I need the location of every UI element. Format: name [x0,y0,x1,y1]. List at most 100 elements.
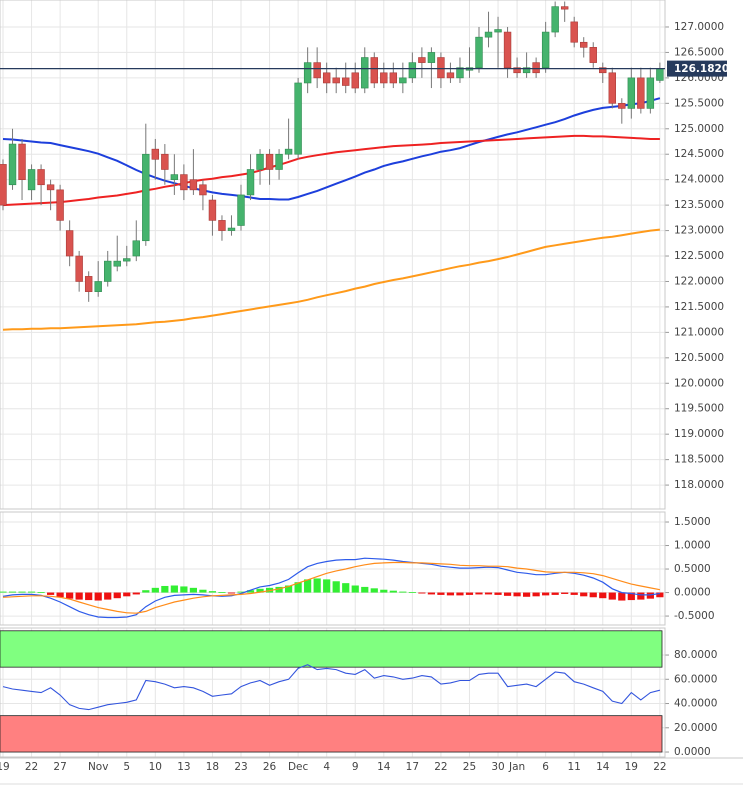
candle-body [618,103,626,109]
histogram-bar [408,592,416,593]
histogram-bar [437,592,445,595]
x-tick-label: 10 [149,761,162,773]
histogram-bar [361,586,369,593]
histogram-bar [561,592,569,594]
histogram-bar [342,583,350,593]
y-tick-label: 126.5000 [674,46,724,58]
y-tick-label: 122.0000 [674,275,724,287]
y-tick-label: 125.0000 [674,123,724,135]
histogram-bar [370,588,378,593]
histogram-bar [18,591,26,593]
candle-body [494,29,502,33]
candle-body [484,31,493,38]
candle-body [237,194,245,226]
y-tick-label: 125.5000 [674,97,724,109]
macd-line [2,557,660,619]
histogram-bar [142,590,150,593]
x-tick-label: 11 [568,761,581,773]
histogram-bar [627,592,635,601]
y-tick-label: 0.0000 [674,587,711,599]
histogram-bar [85,592,93,601]
candle-body [132,240,140,257]
last-price-label: 126.1820 [674,63,729,75]
histogram-bar [494,592,502,595]
x-tick-label: 14 [596,761,610,773]
y-tick-label: 20.0000 [674,722,717,734]
x-tick-label: 22 [434,761,447,773]
histogram-bar [313,578,321,593]
histogram-bar [580,592,588,597]
histogram-bar [27,591,36,593]
candle-body [380,72,388,84]
y-tick-label: 118.5000 [674,454,724,466]
candle-body [570,21,578,43]
candle-body [27,169,36,191]
histogram-bar [8,591,17,593]
histogram-bar [513,592,521,597]
histogram-bar [570,592,578,595]
histogram-bar [180,586,188,593]
candle-body [265,153,274,170]
y-tick-label: 123.5000 [674,199,724,211]
rsi-band [0,630,663,668]
histogram-bar [132,592,140,595]
plot-area [0,630,663,753]
histogram-bar [199,589,207,593]
candle-body [599,67,607,74]
histogram-bar [323,579,331,593]
y-tick-label: 0.5000 [674,563,711,575]
y-tick-label: 120.5000 [674,352,724,364]
candle-body [170,174,179,180]
candle-body [418,57,426,63]
candle-body [456,67,464,79]
y-tick-label: 119.5000 [674,403,724,415]
candle-body [94,281,102,292]
histogram-bar [256,588,264,593]
y-tick-label: 40.0000 [674,698,717,710]
candle-body [322,72,331,84]
candle-body [8,143,17,186]
candle-body [475,36,483,68]
histogram-bar [123,592,131,597]
candle-body [75,255,83,282]
candle-body [399,77,407,84]
y-tick-label: 121.0000 [674,326,724,338]
moving-average-line [2,228,661,331]
candle-body [370,57,378,84]
candle-body [65,230,74,257]
x-tick-label: Dec [288,761,309,773]
y-tick-label: 121.5000 [674,301,724,313]
rsi-band [0,715,663,753]
histogram-bar [294,582,302,593]
x-tick-label: 27 [53,761,66,773]
histogram-bar [66,592,74,599]
histogram-bar [104,592,112,600]
histogram-bar [351,585,359,593]
candle-body [84,276,93,292]
candle-body [513,67,521,74]
y-tick-label: 80.0000 [674,649,717,661]
x-tick-label: 25 [463,761,476,773]
x-tick-label: Nov [88,761,109,773]
x-tick-label: 18 [206,761,219,773]
histogram-bar [418,592,426,594]
y-tick-label: 118.0000 [674,479,724,491]
histogram-bar [599,592,607,599]
candle-body [532,62,540,74]
x-tick-label: 17 [406,761,419,773]
y-tick-label: 0.0000 [674,746,711,758]
candle-body [218,220,226,231]
candle-body [503,31,512,68]
histogram-bar [389,590,397,593]
x-tick-label: 13 [177,761,190,773]
x-tick-label: 5 [123,761,130,773]
histogram-bar [237,591,245,593]
histogram-bar [446,592,455,596]
candle-body [608,72,616,104]
candle-body [0,164,7,206]
histogram-bar [608,592,616,600]
candle-body [361,57,369,89]
candle-body [151,148,160,160]
histogram-bar [0,591,7,593]
